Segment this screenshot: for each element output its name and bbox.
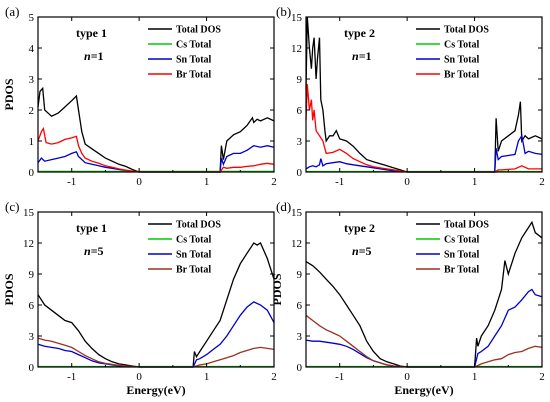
x-tick-label: 1 bbox=[472, 371, 478, 383]
x-tick-label: 0 bbox=[404, 176, 410, 188]
legend-entry: Cs Total bbox=[176, 40, 212, 51]
legend: Total DOS Cs Total Sn Total Br Total bbox=[148, 25, 221, 81]
legend: Total DOS Cs Total Sn Total Br Total bbox=[416, 220, 489, 276]
x-axis-label: Energy(eV) bbox=[394, 383, 453, 397]
legend-entry: Br Total bbox=[176, 265, 211, 276]
y-tick-label: 0 bbox=[297, 362, 303, 374]
y-tick-label: 3 bbox=[29, 331, 35, 343]
type-annotation: type 1 bbox=[76, 221, 107, 235]
series-line-2 bbox=[37, 145, 275, 173]
y-tick-label: 15 bbox=[291, 207, 303, 219]
n-annotation: n=5 bbox=[84, 244, 104, 258]
y-tick-label: 1 bbox=[29, 136, 35, 148]
x-tick-label: 1 bbox=[204, 371, 210, 383]
legend-entry: Total DOS bbox=[444, 220, 489, 231]
y-tick-label: 15 bbox=[23, 207, 35, 219]
y-axis-label: PDOS bbox=[2, 78, 16, 110]
y-tick-label: 5 bbox=[29, 12, 35, 24]
legend-entry: Total DOS bbox=[176, 220, 221, 231]
panel-letter: (b) bbox=[276, 4, 291, 19]
x-tick-label: 0 bbox=[136, 176, 142, 188]
series-line-3 bbox=[305, 84, 542, 173]
legend-entry: Sn Total bbox=[444, 55, 480, 66]
x-tick-label: 2 bbox=[271, 371, 277, 383]
y-tick-label: 12 bbox=[291, 43, 302, 55]
plot-frame bbox=[305, 211, 543, 368]
type-annotation: type 2 bbox=[344, 221, 375, 235]
legend-entry: Total DOS bbox=[444, 25, 489, 36]
x-tick-label: 2 bbox=[539, 176, 545, 188]
legend-entry: Sn Total bbox=[176, 250, 212, 261]
n-annotation: n=5 bbox=[352, 244, 372, 258]
n-annotation: n=1 bbox=[84, 49, 104, 63]
y-tick-label: 12 bbox=[291, 238, 302, 250]
y-tick-label: 6 bbox=[29, 300, 35, 312]
x-tick-label: 0 bbox=[136, 371, 142, 383]
x-axis-label: Energy(eV) bbox=[126, 383, 185, 397]
x-tick-label: -1 bbox=[67, 176, 76, 188]
panel-letter: (c) bbox=[5, 199, 19, 214]
y-tick-label: 9 bbox=[297, 269, 303, 281]
x-tick-label: 2 bbox=[271, 176, 277, 188]
panel-0: -1 0 1 2 0 1 2 3 4 5 PDOS (a) type 1 n=1 Total DOS Cs T… bbox=[2, 4, 277, 188]
y-tick-label: 12 bbox=[23, 238, 34, 250]
legend-entry: Br Total bbox=[444, 265, 479, 276]
x-tick-label: 1 bbox=[204, 176, 210, 188]
legend-entry: Total DOS bbox=[176, 25, 221, 36]
series-line-0 bbox=[305, 16, 543, 173]
legend-entry: Sn Total bbox=[444, 250, 480, 261]
y-tick-label: 2 bbox=[29, 105, 35, 117]
legend-entry: Br Total bbox=[176, 70, 211, 81]
legend-entry: Cs Total bbox=[444, 235, 480, 246]
panel-letter: (a) bbox=[5, 4, 19, 19]
series-line-2 bbox=[37, 301, 275, 368]
x-tick-label: 0 bbox=[404, 371, 410, 383]
n-annotation: n=1 bbox=[352, 49, 372, 63]
legend-entry: Br Total bbox=[444, 70, 479, 81]
y-tick-label: 6 bbox=[297, 300, 303, 312]
type-annotation: type 1 bbox=[76, 26, 107, 40]
x-tick-label: -1 bbox=[335, 176, 344, 188]
series-line-3 bbox=[305, 314, 543, 368]
y-tick-label: 0 bbox=[29, 167, 35, 179]
y-tick-label: 4 bbox=[29, 43, 35, 55]
series-line-0 bbox=[37, 86, 275, 173]
y-tick-label: 6 bbox=[297, 105, 303, 117]
y-axis-label: PDOS bbox=[2, 273, 16, 305]
x-tick-label: 1 bbox=[472, 176, 478, 188]
legend: Total DOS Cs Total Sn Total Br Total bbox=[148, 220, 221, 276]
x-tick-label: -1 bbox=[335, 371, 344, 383]
plot-frame bbox=[37, 211, 275, 368]
y-tick-label: 9 bbox=[297, 74, 303, 86]
type-annotation: type 2 bbox=[344, 26, 375, 40]
plot-frame bbox=[305, 16, 543, 173]
legend-entry: Cs Total bbox=[444, 40, 480, 51]
y-tick-label: 9 bbox=[29, 269, 35, 281]
x-tick-label: 2 bbox=[539, 371, 545, 383]
panel-letter: (d) bbox=[276, 199, 291, 214]
y-tick-label: 15 bbox=[291, 12, 303, 24]
legend: Total DOS Cs Total Sn Total Br Total bbox=[416, 25, 489, 81]
y-tick-label: 3 bbox=[297, 331, 303, 343]
legend-entry: Sn Total bbox=[176, 55, 212, 66]
y-tick-label: 0 bbox=[29, 362, 35, 374]
y-tick-label: 3 bbox=[297, 136, 303, 148]
y-tick-label: 3 bbox=[29, 74, 35, 86]
series-line-3 bbox=[37, 126, 275, 173]
legend-entry: Cs Total bbox=[176, 235, 212, 246]
y-axis-label: PDOS bbox=[270, 273, 284, 305]
x-tick-label: -1 bbox=[67, 371, 76, 383]
y-tick-label: 0 bbox=[297, 167, 303, 179]
series-line-2 bbox=[305, 134, 543, 173]
plot-frame bbox=[37, 16, 275, 173]
